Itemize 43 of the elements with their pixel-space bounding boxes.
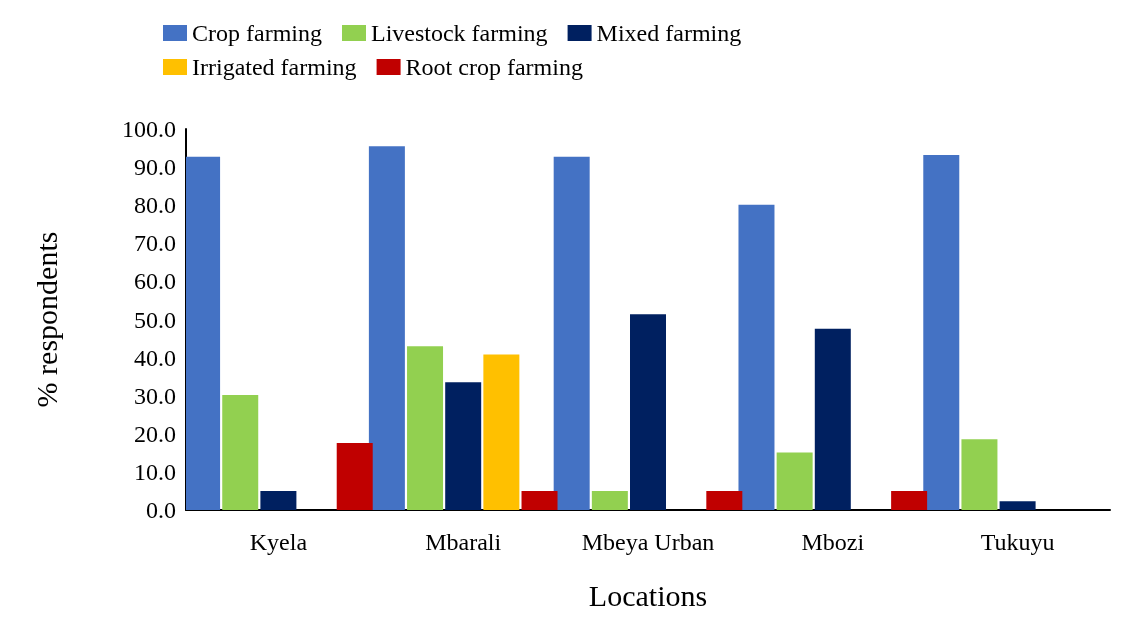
bar xyxy=(630,314,666,510)
bar xyxy=(222,394,259,510)
bar xyxy=(553,156,590,510)
legend-label: Crop farming xyxy=(192,20,322,46)
x-tick-label: Mbarali xyxy=(425,529,502,555)
x-tick-label: Mbeya Urban xyxy=(581,529,715,555)
x-axis-title: Locations xyxy=(588,578,708,612)
y-tick-label: 10.0 xyxy=(134,458,176,485)
y-tick-label: 0.0 xyxy=(146,497,176,523)
y-tick-label: 20.0 xyxy=(134,420,176,447)
bar xyxy=(923,154,960,510)
bar xyxy=(738,204,775,510)
bar xyxy=(591,490,628,510)
bar xyxy=(445,382,482,510)
bar xyxy=(961,439,998,510)
bar xyxy=(706,490,743,510)
y-tick-label: 70.0 xyxy=(134,230,176,257)
bar xyxy=(336,442,373,510)
y-tick-label: 100.0 xyxy=(122,116,176,142)
y-axis-title: % respondents xyxy=(29,231,63,408)
y-tick-label: 60.0 xyxy=(134,268,176,295)
legend-label: Mixed farming xyxy=(596,20,742,46)
y-tick-label: 40.0 xyxy=(134,344,176,371)
bar xyxy=(483,354,520,510)
y-tick-label: 80.0 xyxy=(134,192,176,219)
y-tick-label: 90.0 xyxy=(134,154,176,181)
legend-label: Livestock farming xyxy=(370,20,548,46)
y-tick-label: 50.0 xyxy=(134,306,176,333)
legend-label: Irrigated farming xyxy=(192,54,357,80)
x-tick-label: Mbozi xyxy=(801,529,865,555)
legend-label: Root crop farming xyxy=(405,54,583,80)
bar xyxy=(368,146,405,510)
y-tick-label: 30.0 xyxy=(134,382,176,409)
bar xyxy=(186,156,221,510)
bar xyxy=(407,346,444,510)
bar xyxy=(891,490,928,510)
bar xyxy=(776,452,813,510)
bar xyxy=(814,328,851,510)
bar xyxy=(260,490,297,510)
bar xyxy=(521,490,558,510)
x-tick-label: Kyela xyxy=(249,529,308,555)
x-tick-label: Tukuyu xyxy=(980,529,1055,555)
bar xyxy=(999,501,1036,510)
